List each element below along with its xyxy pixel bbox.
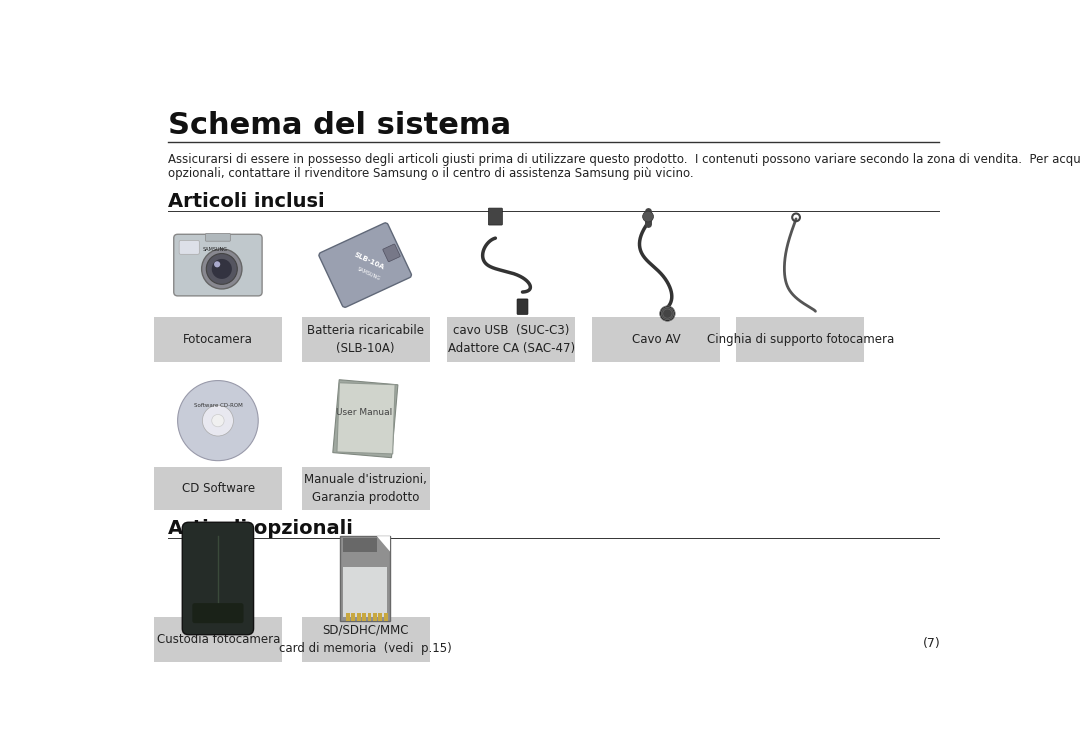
FancyBboxPatch shape <box>301 467 430 510</box>
FancyBboxPatch shape <box>362 613 366 621</box>
FancyBboxPatch shape <box>340 536 390 621</box>
FancyBboxPatch shape <box>179 240 200 254</box>
FancyBboxPatch shape <box>447 318 576 362</box>
FancyBboxPatch shape <box>592 318 720 362</box>
FancyBboxPatch shape <box>154 617 282 662</box>
Text: CD Software: CD Software <box>181 482 255 495</box>
Circle shape <box>212 259 232 279</box>
FancyBboxPatch shape <box>192 603 243 623</box>
FancyBboxPatch shape <box>174 234 262 296</box>
FancyBboxPatch shape <box>351 613 355 621</box>
FancyBboxPatch shape <box>183 522 254 635</box>
Circle shape <box>214 261 220 267</box>
Text: SAMSUNG: SAMSUNG <box>356 267 381 282</box>
FancyBboxPatch shape <box>346 613 350 621</box>
FancyBboxPatch shape <box>378 613 382 621</box>
Text: Assicurarsi di essere in possesso degli articoli giusti prima di utilizzare ques: Assicurarsi di essere in possesso degli … <box>167 153 1080 166</box>
Circle shape <box>202 249 242 289</box>
FancyBboxPatch shape <box>205 233 230 241</box>
Circle shape <box>643 211 653 222</box>
Text: Manuale d'istruzioni,
Garanzia prodotto: Manuale d'istruzioni, Garanzia prodotto <box>305 473 427 504</box>
FancyBboxPatch shape <box>154 467 282 510</box>
Circle shape <box>212 415 225 427</box>
FancyBboxPatch shape <box>383 613 388 621</box>
Polygon shape <box>377 536 390 551</box>
FancyBboxPatch shape <box>343 567 387 617</box>
Text: opzionali, contattare il rivenditore Samsung o il centro di assistenza Samsung p: opzionali, contattare il rivenditore Sam… <box>167 166 693 180</box>
FancyBboxPatch shape <box>382 244 401 262</box>
Text: SLB-10A: SLB-10A <box>353 251 386 271</box>
FancyBboxPatch shape <box>517 299 528 314</box>
Text: SD/SDHC/MMC
card di memoria  (vedi  p.15): SD/SDHC/MMC card di memoria (vedi p.15) <box>280 624 451 655</box>
Text: Software CD-ROM: Software CD-ROM <box>193 403 242 408</box>
Text: User Manual: User Manual <box>336 408 392 418</box>
FancyBboxPatch shape <box>301 617 430 662</box>
FancyBboxPatch shape <box>488 208 502 225</box>
FancyBboxPatch shape <box>319 223 411 307</box>
Text: Fotocamera: Fotocamera <box>184 333 253 346</box>
Text: Custodia fotocamera: Custodia fotocamera <box>157 633 280 646</box>
FancyBboxPatch shape <box>343 538 377 551</box>
Text: Cavo AV: Cavo AV <box>632 333 680 346</box>
Text: Articoli inclusi: Articoli inclusi <box>167 192 324 211</box>
Text: (7): (7) <box>923 637 941 650</box>
Circle shape <box>661 307 674 321</box>
Text: Cinghia di supporto fotocamera: Cinghia di supporto fotocamera <box>706 333 894 346</box>
FancyBboxPatch shape <box>301 318 430 362</box>
Text: cavo USB  (SUC-C3)
Adattore CA (SAC-47): cavo USB (SUC-C3) Adattore CA (SAC-47) <box>448 325 575 355</box>
FancyBboxPatch shape <box>373 613 377 621</box>
Circle shape <box>206 254 238 284</box>
Text: Batteria ricaricabile
(SLB-10A): Batteria ricaricabile (SLB-10A) <box>307 325 424 355</box>
Circle shape <box>202 405 233 436</box>
FancyBboxPatch shape <box>737 318 864 362</box>
FancyBboxPatch shape <box>333 380 397 458</box>
Text: SAMSUNG: SAMSUNG <box>202 247 228 252</box>
FancyBboxPatch shape <box>356 613 361 621</box>
FancyBboxPatch shape <box>367 613 372 621</box>
Text: Schema del sistema: Schema del sistema <box>167 111 511 140</box>
Text: Articoli opzionali: Articoli opzionali <box>167 519 352 538</box>
FancyBboxPatch shape <box>154 318 282 362</box>
Circle shape <box>177 380 258 461</box>
FancyBboxPatch shape <box>337 383 395 454</box>
